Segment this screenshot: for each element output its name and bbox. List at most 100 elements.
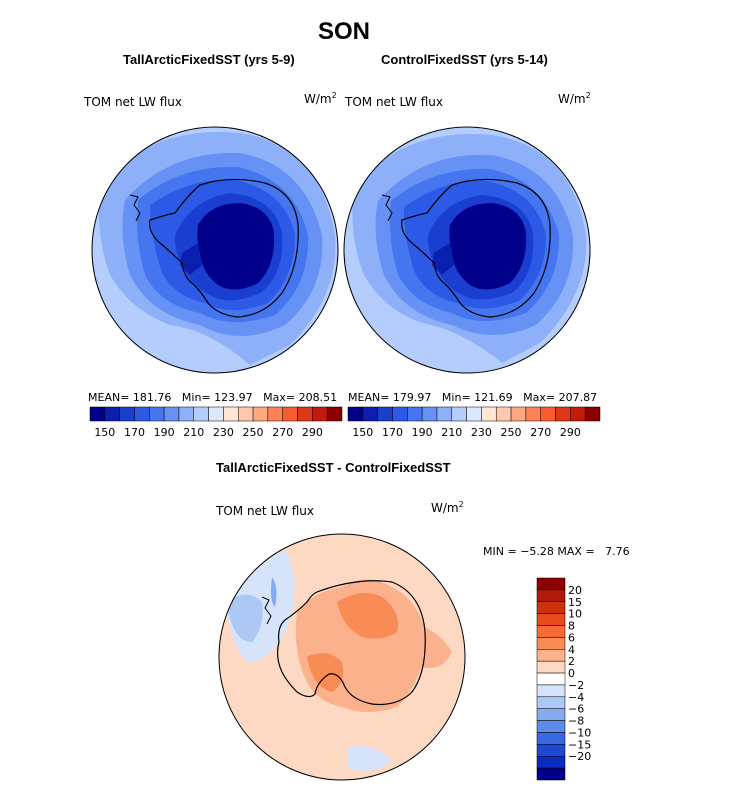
panel-2-colorbar-swatch xyxy=(510,406,527,422)
diff-units: W/m2 xyxy=(431,500,464,515)
panel-2-colorbar-swatch xyxy=(584,406,601,422)
panel-1-colorbar-swatch xyxy=(326,406,343,422)
panel-2-colorbar-swatch xyxy=(392,406,408,422)
panel-2-polar-map xyxy=(343,126,591,374)
panel-1-colorbar-tick-label: 230 xyxy=(213,426,234,439)
diff-colorbar-tick-label: −6 xyxy=(568,703,584,716)
panel-2-colorbar-tick-label: 270 xyxy=(530,426,551,439)
diff-min-label: MIN = xyxy=(483,545,517,558)
panel-2-colorbar-tick-label: 190 xyxy=(412,426,433,439)
panel-1-colorbar-swatch xyxy=(297,406,313,422)
panel-1-colorbar-swatch xyxy=(163,406,180,422)
diff-colorbar-tick-label: −4 xyxy=(568,691,584,704)
panel-1-colorbar-tick-label: 270 xyxy=(272,426,293,439)
panel-1-colorbar-tick-label: 210 xyxy=(183,426,204,439)
panel-2-colorbar-swatch xyxy=(481,406,497,422)
diff-min-max: MIN = −5.28 MAX = 7.76 xyxy=(483,545,630,558)
diff-colorbar-tick-label: −15 xyxy=(568,738,591,751)
panel-1-polar-map xyxy=(91,126,339,374)
panel-1-stats: MEAN= 181.76 Min= 123.97 Max= 208.51 xyxy=(88,391,337,404)
panel-2-colorbar-swatch xyxy=(407,406,423,422)
panel-2-colorbar-swatch xyxy=(466,406,482,422)
panel-2-colorbar-swatch xyxy=(362,406,378,422)
panel-1-colorbar: 150 170 190 210 230 250 270 290 xyxy=(89,406,343,439)
panel-2-colorbar-swatch xyxy=(555,406,571,422)
diff-colorbar-swatch xyxy=(536,625,566,638)
panel-1-colorbar-swatch xyxy=(312,406,328,422)
diff-variable-label: TOM net LW flux xyxy=(216,504,314,518)
panel-1-units: W/m2 xyxy=(304,91,337,106)
panel-2-colorbar-tick-label: 250 xyxy=(501,426,522,439)
diff-colorbar-tick-label: −20 xyxy=(568,750,591,763)
diff-colorbar-swatch xyxy=(536,649,566,662)
panel-2-colorbar: 150 170 190 210 230 250 270 290 xyxy=(347,406,601,439)
diff-colorbar-swatch xyxy=(536,744,566,757)
diff-panel-title: TallArcticFixedSST - ControlFixedSST xyxy=(216,460,451,475)
diff-colorbar-tick-label: 6 xyxy=(568,631,575,644)
panel-2-colorbar-swatch xyxy=(540,406,556,422)
panel-1-colorbar-swatch xyxy=(89,406,106,422)
panel-1-variable-label: TOM net LW flux xyxy=(84,95,182,109)
diff-colorbar-swatch xyxy=(536,637,566,650)
diff-max-label: MAX = xyxy=(557,545,595,558)
panel-2-colorbar-swatch xyxy=(436,406,453,422)
diff-colorbar-swatch xyxy=(536,767,566,781)
panel-2-title: ControlFixedSST (yrs 5-14) xyxy=(381,52,548,67)
panel-1-max-value: 208.51 xyxy=(298,391,338,404)
panel-2-variable-label: TOM net LW flux xyxy=(345,95,443,109)
panel-2-min-label: Min= xyxy=(441,391,471,404)
panel-1-colorbar-tick-label: 170 xyxy=(124,426,145,439)
diff-colorbar-tick-label: 15 xyxy=(568,596,582,609)
diff-colorbar-swatch xyxy=(536,613,566,626)
figure-title: SON xyxy=(318,18,371,45)
panel-1-colorbar-swatch xyxy=(223,406,239,422)
panel-1-colorbar-swatch xyxy=(119,406,135,422)
panel-1-min-label: Min= xyxy=(181,391,211,404)
panel-1-colorbar-tick-label: 290 xyxy=(302,426,323,439)
panel-2-colorbar-swatch xyxy=(421,406,438,422)
panel-2-colorbar-swatch xyxy=(347,406,364,422)
panel-1-colorbar-tick-label: 150 xyxy=(94,426,115,439)
diff-colorbar-tick-label: 8 xyxy=(568,620,575,633)
panel-1-colorbar-swatch xyxy=(178,406,195,422)
diff-colorbar-swatch xyxy=(536,601,566,614)
diff-colorbar-swatch xyxy=(536,577,566,591)
diff-colorbar-swatch xyxy=(536,708,566,721)
diff-colorbar-swatch xyxy=(536,696,566,709)
panel-1-colorbar-tick-label: 250 xyxy=(243,426,264,439)
diff-colorbar-swatch xyxy=(536,589,566,603)
diff-colorbar-tick-label: 10 xyxy=(568,608,582,621)
panel-2-colorbar-tick-label: 230 xyxy=(471,426,492,439)
panel-2-colorbar-swatch xyxy=(495,406,512,422)
diff-colorbar-swatch xyxy=(536,684,566,698)
panel-2-colorbar-tick-label: 210 xyxy=(441,426,462,439)
diff-colorbar-tick-label: 4 xyxy=(568,643,575,656)
panel-2-mean-label: MEAN= xyxy=(348,391,390,404)
panel-1-colorbar-swatch xyxy=(252,406,269,422)
panel-1-mean-label: MEAN= xyxy=(88,391,130,404)
panel-1-colorbar-swatch xyxy=(149,406,165,422)
panel-2-min-value: 121.69 xyxy=(474,391,513,404)
panel-1-colorbar-tick-label: 190 xyxy=(154,426,175,439)
panel-1-title: TallArcticFixedSST (yrs 5-9) xyxy=(123,52,295,67)
panel-2-colorbar-swatch xyxy=(525,406,541,422)
diff-colorbar-swatch xyxy=(536,720,566,733)
panel-1-colorbar-swatch xyxy=(193,406,209,422)
panel-2-units: W/m2 xyxy=(558,91,591,106)
panel-1-colorbar-swatch xyxy=(267,406,283,422)
panel-2-colorbar-tick-label: 170 xyxy=(382,426,403,439)
panel-2-max-value: 207.87 xyxy=(558,391,598,404)
panel-1-min-value: 123.97 xyxy=(214,391,253,404)
panel-2-colorbar-swatch xyxy=(377,406,393,422)
diff-colorbar-swatch xyxy=(536,755,566,769)
diff-colorbar-swatch xyxy=(536,732,566,745)
diff-colorbar-tick-label: −8 xyxy=(568,715,584,728)
diff-colorbar-swatch xyxy=(536,672,566,686)
panel-1-colorbar-swatch xyxy=(282,406,298,422)
panel-1-max-label: Max= xyxy=(263,391,296,404)
diff-polar-map xyxy=(218,533,466,781)
panel-2-colorbar-swatch xyxy=(451,406,467,422)
panel-2-max-label: Max= xyxy=(523,391,556,404)
panel-2-stats: MEAN= 179.97 Min= 121.69 Max= 207.87 xyxy=(348,391,597,404)
